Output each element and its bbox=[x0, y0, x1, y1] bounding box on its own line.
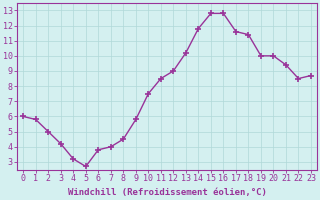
X-axis label: Windchill (Refroidissement éolien,°C): Windchill (Refroidissement éolien,°C) bbox=[68, 188, 267, 197]
